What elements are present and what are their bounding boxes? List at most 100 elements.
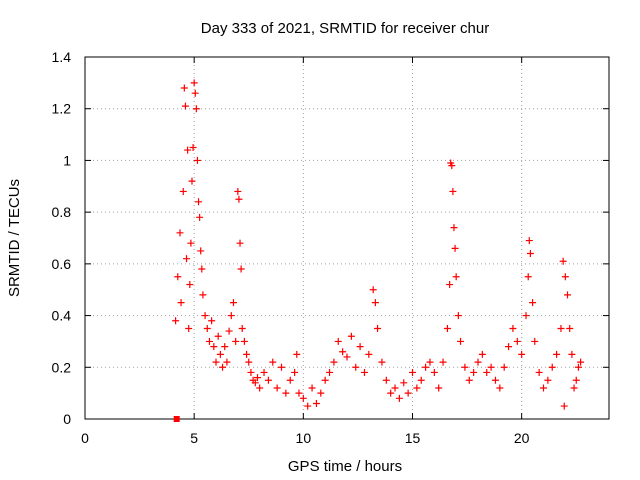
data-point [369,286,377,294]
data-point [566,325,574,332]
data-point [474,358,482,366]
data-point [312,399,320,407]
data-point [496,384,504,392]
data-point [450,224,458,232]
data-point [238,325,246,332]
data-point [186,281,194,289]
data-point [236,239,244,247]
data-point [531,337,539,345]
data-point [201,312,209,320]
data-point [509,325,517,332]
data-point [443,325,451,332]
data-point [413,384,421,392]
data-point [172,317,180,325]
data-point [356,343,364,351]
data-point [457,337,465,345]
data-point [500,363,508,371]
data-point [240,337,248,345]
data-point [568,350,576,358]
data-point [470,368,478,376]
data-point [256,384,264,392]
data-point [535,368,543,376]
data-point [191,89,199,97]
x-tick-label: 0 [81,430,89,446]
data-point [205,337,213,345]
data-point [570,384,578,392]
x-tick-label: 10 [296,430,312,446]
data-point [572,376,580,384]
y-tick-label: 0.6 [52,256,72,272]
data-point [264,376,272,384]
data-point [184,146,192,154]
data-point [487,363,495,371]
data-point [529,299,537,307]
data-point [210,343,218,351]
data-point [343,353,351,361]
data-point [282,389,290,397]
data-point [378,358,386,366]
chart-title: Day 333 of 2021, SRMTID for receiver chu… [201,20,489,37]
data-point [181,102,189,110]
data-point [461,363,469,371]
data-point [400,379,408,387]
y-tick-label: 0.4 [52,308,72,324]
data-point [321,376,329,384]
data-point [478,350,486,358]
data-point [352,363,360,371]
plot-frame [84,56,610,420]
data-point [505,343,513,351]
data-point [387,389,395,397]
x-tick-label: 20 [514,430,530,446]
data-point [330,358,338,366]
data-point [192,105,200,113]
data-point [247,368,255,376]
data-point [214,332,222,340]
data-point [212,358,220,366]
data-point [176,229,184,237]
data-point [253,374,261,382]
data-point [269,358,277,366]
data-point [540,384,547,392]
data-point [221,343,229,351]
data-point [216,350,224,358]
data-point [179,187,187,195]
y-axis-label: SRMTID / TECUs [6,179,23,297]
data-point [208,317,216,325]
data-point [183,255,191,263]
data-point [196,213,204,221]
y-tick-label: 1.2 [52,101,72,117]
data-point [187,239,195,247]
data-point [203,325,211,332]
data-point [360,368,368,376]
data-point [227,312,235,320]
data-point [518,350,526,358]
data-point [198,265,206,273]
data-point [560,402,568,410]
data-point [448,162,456,170]
axis-ticks [84,56,609,420]
data-point [174,273,182,281]
data-point [524,273,532,281]
data-point [225,327,233,335]
data-point [557,325,565,332]
grid [85,57,609,419]
data-point [513,337,521,345]
data-point [409,368,416,376]
data-point [491,376,499,384]
data-point [308,384,316,392]
data-point [190,79,198,87]
data-point [422,363,430,371]
data-point [189,144,197,151]
data-point [219,363,227,371]
x-tick-label: 5 [190,430,198,446]
x-axis-label: GPS time / hours [288,458,402,475]
data-point [295,389,303,397]
data-point [522,312,530,320]
data-point [526,250,534,258]
data-point [193,156,201,164]
data-point [347,332,355,340]
data-point [391,384,399,392]
data-point [188,177,196,185]
data-point [286,376,294,384]
x-tick-label: 15 [405,430,421,446]
